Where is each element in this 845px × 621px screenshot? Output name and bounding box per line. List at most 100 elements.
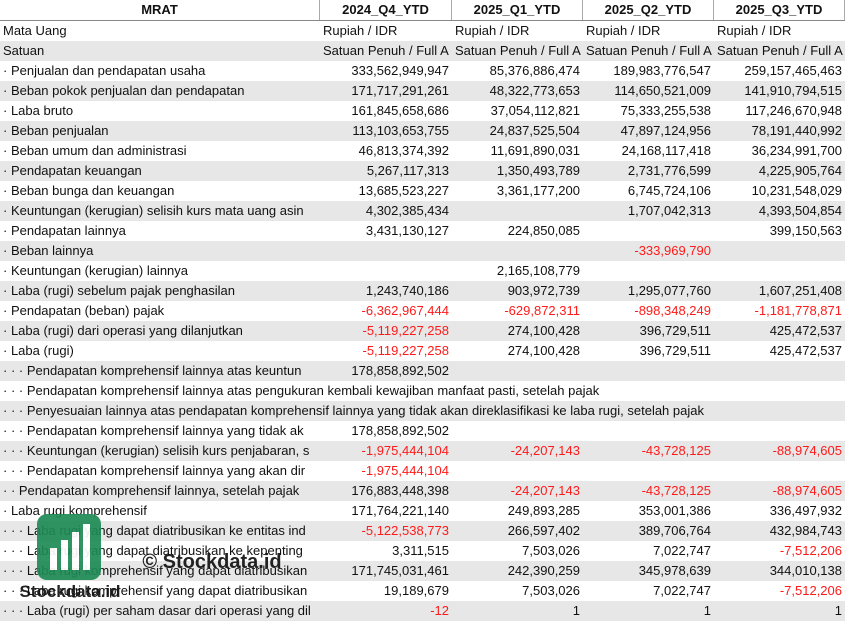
row-label: · · · Pendapatan komprehensif lainnya at… bbox=[3, 363, 302, 378]
row-label: · Keuntungan (kerugian) selisih kurs mat… bbox=[3, 203, 304, 218]
value-cell: 47,897,124,956 bbox=[620, 123, 711, 138]
row-label: · · · Pendapatan komprehensif lainnya ya… bbox=[3, 423, 304, 438]
value-cell: 249,893,285 bbox=[507, 503, 580, 518]
value-cell: -24,207,143 bbox=[510, 483, 580, 498]
value-cell: 171,764,221,140 bbox=[351, 503, 449, 518]
table-row: · Beban bunga dan keuangan 13,685,523,227… bbox=[0, 181, 845, 201]
value-cell: 19,189,679 bbox=[383, 583, 449, 598]
table-row: · Pendapatan lainnya 3,431,130,127 224,850… bbox=[0, 221, 845, 241]
value-cell: Rupiah / IDR bbox=[586, 23, 661, 38]
value-cell: 4,225,905,764 bbox=[758, 163, 842, 178]
value-cell: 10,231,548,029 bbox=[751, 183, 842, 198]
value-cell: 1 bbox=[834, 603, 842, 618]
table-row: · Pendapatan keuangan 5,267,117,313 1,350,… bbox=[0, 161, 845, 181]
value-cell: -43,728,125 bbox=[641, 443, 711, 458]
value-cell: Satuan Penuh / Full A bbox=[717, 43, 843, 58]
table-row: · Pendapatan (beban) pajak -6,362,967,444… bbox=[0, 301, 845, 321]
value-cell: 46,813,374,392 bbox=[358, 143, 449, 158]
row-label: · Beban bunga dan keuangan bbox=[3, 183, 175, 198]
value-cell: -1,975,444,104 bbox=[361, 463, 449, 478]
value-cell: 85,376,886,474 bbox=[489, 63, 580, 78]
value-cell: 353,001,386 bbox=[638, 503, 711, 518]
table-row: · · · Laba rugi komprehensif yang dapat … bbox=[0, 561, 845, 581]
value-cell: 4,393,504,854 bbox=[758, 203, 842, 218]
row-label: · · · Keuntungan (kerugian) selisih kurs… bbox=[3, 443, 310, 458]
row-label: · · · Pendapatan komprehensif lainnya ya… bbox=[3, 463, 306, 478]
value-cell: 78,191,440,992 bbox=[751, 123, 842, 138]
table-row: · · · Pendapatan komprehensif lainnya ya… bbox=[0, 461, 845, 481]
value-cell: -5,119,227,258 bbox=[362, 343, 450, 358]
value-cell: -43,728,125 bbox=[641, 483, 711, 498]
table-row: · Beban penjualan 113,103,653,755 24,837,5… bbox=[0, 121, 845, 141]
value-cell: 1,350,493,789 bbox=[496, 163, 580, 178]
row-label: · · · Laba rugi yang dapat diatribusikan… bbox=[3, 543, 303, 558]
value-cell: 425,472,537 bbox=[769, 323, 842, 338]
value-cell: 425,472,537 bbox=[769, 343, 842, 358]
header-cell: 2025_Q3_YTD bbox=[714, 0, 845, 20]
table-row: · · · Pendapatan komprehensif lainnya ya… bbox=[0, 421, 845, 441]
value-cell: -5,122,538,773 bbox=[361, 523, 449, 538]
row-label: · Pendapatan keuangan bbox=[3, 163, 142, 178]
table-row: · Laba (rugi) -5,119,227,258 274,100,428 39… bbox=[0, 341, 845, 361]
value-cell: 1,707,042,313 bbox=[627, 203, 711, 218]
value-cell: 48,322,773,653 bbox=[489, 83, 580, 98]
table-row: · · Pendapatan komprehensif lainnya, set… bbox=[0, 481, 845, 501]
table-row: · · · Laba rugi komprehensif yang dapat … bbox=[0, 581, 845, 601]
value-cell: -5,119,227,258 bbox=[362, 323, 450, 338]
table-row: · Beban pokok penjualan dan pendapatan 17… bbox=[0, 81, 845, 101]
table-row: · Keuntungan (kerugian) lainnya 2,165,108… bbox=[0, 261, 845, 281]
value-cell: 396,729,511 bbox=[639, 343, 711, 358]
value-cell: 178,858,892,502 bbox=[351, 363, 449, 378]
header-cell: 2025_Q1_YTD bbox=[452, 0, 583, 20]
table-row: · Beban lainnya -333,969,790 bbox=[0, 241, 845, 261]
row-label: Satuan bbox=[3, 43, 45, 58]
row-label: · Pendapatan (beban) pajak bbox=[3, 303, 165, 318]
value-cell: 1 bbox=[703, 603, 711, 618]
header-cell: 2024_Q4_YTD bbox=[320, 0, 452, 20]
value-cell: 4,302,385,434 bbox=[365, 203, 449, 218]
value-cell: 333,562,949,947 bbox=[351, 63, 449, 78]
table-row: · Beban umum dan administrasi 46,813,374,… bbox=[0, 141, 845, 161]
row-label: · Keuntungan (kerugian) lainnya bbox=[3, 263, 189, 278]
value-cell: -1,181,778,871 bbox=[754, 303, 842, 318]
value-cell: 37,054,112,821 bbox=[490, 103, 580, 118]
row-label: · Beban lainnya bbox=[3, 243, 94, 258]
row-label: · Laba bruto bbox=[3, 103, 74, 118]
row-label: · · · Laba rugi yang dapat diatribusikan… bbox=[3, 523, 306, 538]
value-cell: -333,969,790 bbox=[634, 243, 711, 258]
value-cell: Rupiah / IDR bbox=[717, 23, 792, 38]
value-cell: 1,243,740,186 bbox=[365, 283, 449, 298]
value-cell: 224,850,085 bbox=[507, 223, 580, 238]
header-row: MRAT 2024_Q4_YTD 2025_Q1_YTD 2025_Q2_YTD 202… bbox=[0, 0, 845, 21]
value-cell: -7,512,206 bbox=[779, 543, 842, 558]
row-label: Mata Uang bbox=[3, 23, 67, 38]
value-cell: 7,022,747 bbox=[653, 543, 711, 558]
value-cell: 259,157,465,463 bbox=[744, 63, 842, 78]
value-cell: 24,168,117,418 bbox=[621, 143, 711, 158]
table-row: Satuan Satuan Penuh / Full A Satuan Penuh … bbox=[0, 41, 845, 61]
value-cell: 396,729,511 bbox=[639, 323, 711, 338]
value-cell: -629,872,311 bbox=[504, 303, 580, 318]
row-label: · Laba (rugi) dari operasi yang dilanjut… bbox=[3, 323, 243, 338]
table-row: · Penjualan dan pendapatan usaha 333,562,… bbox=[0, 61, 845, 81]
value-cell: 242,390,259 bbox=[507, 563, 580, 578]
value-cell: 344,010,138 bbox=[769, 563, 842, 578]
table-row: · · · Laba rugi yang dapat diatribusikan… bbox=[0, 541, 845, 561]
table-row: · Laba (rugi) sebelum pajak penghasilan 1… bbox=[0, 281, 845, 301]
table-row: · · · Laba rugi yang dapat diatribusikan… bbox=[0, 521, 845, 541]
value-cell: 11,691,890,031 bbox=[490, 143, 580, 158]
value-cell: -6,362,967,444 bbox=[361, 303, 449, 318]
value-cell: Satuan Penuh / Full A bbox=[586, 43, 712, 58]
value-cell: 114,650,521,009 bbox=[614, 83, 711, 98]
value-cell: 3,431,130,127 bbox=[365, 223, 449, 238]
value-cell: 141,910,794,515 bbox=[744, 83, 842, 98]
value-cell: 2,731,776,599 bbox=[627, 163, 711, 178]
value-cell: 274,100,428 bbox=[507, 323, 580, 338]
value-cell: 336,497,932 bbox=[769, 503, 842, 518]
table-row: · Keuntungan (kerugian) selisih kurs mat… bbox=[0, 201, 845, 221]
row-label: · · · Laba rugi komprehensif yang dapat … bbox=[3, 563, 308, 578]
value-cell: 171,717,291,261 bbox=[351, 83, 449, 98]
row-label: · · · Pendapatan komprehensif lainnya at… bbox=[3, 383, 600, 398]
table-row: · · · Penyesuaian lainnya atas pendapata… bbox=[0, 401, 845, 421]
row-label: · Pendapatan lainnya bbox=[3, 223, 126, 238]
